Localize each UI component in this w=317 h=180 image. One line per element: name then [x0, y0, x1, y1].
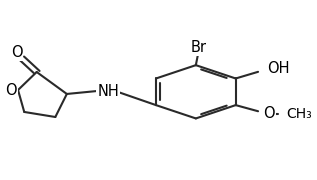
- Text: O: O: [263, 106, 274, 121]
- Text: OH: OH: [267, 61, 289, 76]
- Text: Br: Br: [190, 40, 206, 55]
- Text: O: O: [11, 45, 22, 60]
- Text: O: O: [5, 82, 17, 98]
- Text: NH: NH: [97, 84, 119, 99]
- Text: CH₃: CH₃: [286, 107, 312, 121]
